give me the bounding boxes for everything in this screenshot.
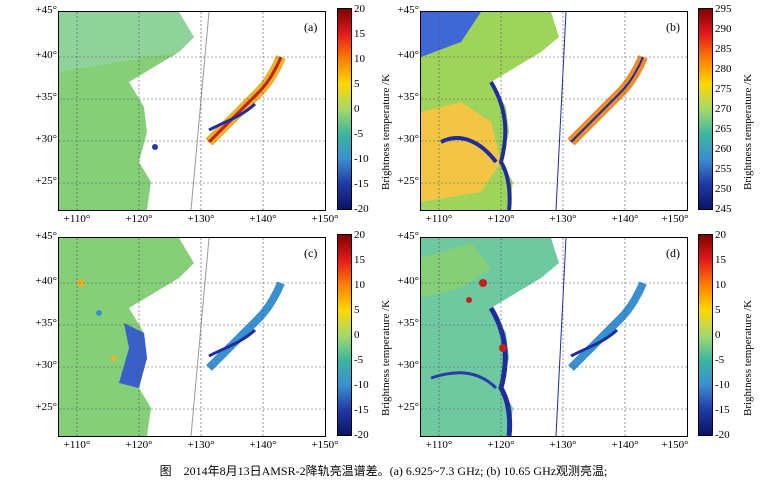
lon-label: +110° bbox=[425, 439, 453, 451]
colorbar-tick: 10 bbox=[354, 279, 365, 291]
map-b bbox=[420, 11, 688, 211]
lon-label: +150° bbox=[311, 439, 339, 451]
panel-d-tag: (d) bbox=[664, 246, 682, 261]
lat-label: +45° bbox=[35, 4, 57, 16]
colorbar-tick: -10 bbox=[354, 153, 369, 165]
lon-label: +120° bbox=[487, 213, 515, 225]
lon-label: +130° bbox=[549, 439, 577, 451]
lon-label: +120° bbox=[125, 439, 153, 451]
colorbar-tick: 10 bbox=[354, 53, 365, 65]
colorbar-tick: 0 bbox=[354, 103, 360, 115]
colorbar-tick: 275 bbox=[715, 83, 732, 95]
colorbar-tick: 260 bbox=[715, 143, 732, 155]
lon-label: +110° bbox=[63, 213, 91, 225]
map-b-layer bbox=[421, 12, 687, 210]
panel-b-tag: (b) bbox=[664, 20, 682, 35]
lat-label: +45° bbox=[397, 230, 419, 242]
lat-label: +40° bbox=[35, 275, 57, 287]
colorbar-tick: 250 bbox=[715, 183, 732, 195]
colorbar-tick: -5 bbox=[715, 354, 725, 366]
figure-caption: 图 2014年8月13日AMSR-2降轨亮温谱差。(a) 6.925~7.3 G… bbox=[159, 464, 608, 478]
lon-label: +130° bbox=[549, 213, 577, 225]
lat-label: +30° bbox=[35, 133, 57, 145]
lat-label: +35° bbox=[35, 317, 57, 329]
colorbar-tick: 20 bbox=[715, 229, 726, 241]
colorbar-tick: 20 bbox=[354, 229, 365, 241]
lon-label: +120° bbox=[487, 439, 515, 451]
colorbar-tick: 5 bbox=[354, 78, 360, 90]
lat-label: +40° bbox=[397, 275, 419, 287]
lon-label: +110° bbox=[63, 439, 91, 451]
lon-label: +110° bbox=[425, 213, 453, 225]
colorbar-label: Brightness temperature /K bbox=[742, 73, 754, 190]
lat-label: +40° bbox=[397, 49, 419, 61]
lat-label: +45° bbox=[397, 4, 419, 16]
lon-label: +130° bbox=[187, 439, 215, 451]
colorbar-tick: 10 bbox=[715, 279, 726, 291]
colorbar-tick: -15 bbox=[715, 404, 730, 416]
lat-label: +30° bbox=[397, 359, 419, 371]
colorbar-tick: 5 bbox=[715, 304, 721, 316]
map-a-layer bbox=[59, 12, 325, 210]
lat-label: +35° bbox=[397, 91, 419, 103]
colorbar-a bbox=[337, 8, 352, 210]
lon-label: +150° bbox=[661, 439, 689, 451]
panel-a-tag: (a) bbox=[302, 20, 320, 35]
lon-label: +130° bbox=[187, 213, 215, 225]
colorbar-tick: 15 bbox=[715, 254, 726, 266]
lat-label: +35° bbox=[397, 317, 419, 329]
lon-label: +140° bbox=[611, 439, 639, 451]
lon-label: +140° bbox=[249, 213, 277, 225]
colorbar-tick: 245 bbox=[715, 203, 732, 215]
colorbar-label: Brightness temperature /K bbox=[742, 299, 754, 416]
colorbar-tick: 0 bbox=[354, 329, 360, 341]
colorbar-tick: 0 bbox=[715, 329, 721, 341]
colorbar-tick: 265 bbox=[715, 123, 732, 135]
lat-label: +25° bbox=[35, 175, 57, 187]
colorbar-tick: 270 bbox=[715, 103, 732, 115]
colorbar-tick: 5 bbox=[354, 304, 360, 316]
colorbar-tick: -20 bbox=[354, 203, 369, 215]
lon-label: +150° bbox=[661, 213, 689, 225]
map-d bbox=[420, 237, 688, 437]
lat-label: +25° bbox=[397, 401, 419, 413]
lat-label: +30° bbox=[35, 359, 57, 371]
colorbar-tick: -5 bbox=[354, 354, 364, 366]
colorbar-tick: 255 bbox=[715, 163, 732, 175]
colorbar-c bbox=[337, 234, 352, 436]
colorbar-tick: 285 bbox=[715, 43, 732, 55]
lon-label: +150° bbox=[311, 213, 339, 225]
lat-label: +25° bbox=[397, 175, 419, 187]
map-c bbox=[58, 237, 326, 437]
colorbar-tick: 280 bbox=[715, 63, 732, 75]
panel-c-tag: (c) bbox=[302, 246, 320, 261]
lat-label: +45° bbox=[35, 230, 57, 242]
colorbar-tick: -15 bbox=[354, 178, 369, 190]
colorbar-tick: -20 bbox=[715, 429, 730, 441]
map-a bbox=[58, 11, 326, 211]
map-d-layer bbox=[421, 238, 687, 436]
colorbar-tick: -20 bbox=[354, 429, 369, 441]
colorbar-tick: 20 bbox=[354, 3, 365, 15]
colorbar-tick: -15 bbox=[354, 404, 369, 416]
lon-label: +140° bbox=[611, 213, 639, 225]
colorbar-b bbox=[698, 8, 713, 210]
colorbar-tick: -5 bbox=[354, 128, 364, 140]
colorbar-tick: 295 bbox=[715, 3, 732, 15]
lat-label: +40° bbox=[35, 49, 57, 61]
lon-label: +140° bbox=[249, 439, 277, 451]
lat-label: +25° bbox=[35, 401, 57, 413]
lat-label: +30° bbox=[397, 133, 419, 145]
colorbar-tick: -10 bbox=[354, 379, 369, 391]
colorbar-tick: 15 bbox=[354, 254, 365, 266]
lon-label: +120° bbox=[125, 213, 153, 225]
colorbar-tick: -10 bbox=[715, 379, 730, 391]
map-c-layer bbox=[59, 238, 325, 436]
lat-label: +35° bbox=[35, 91, 57, 103]
colorbar-d bbox=[698, 234, 713, 436]
colorbar-tick: 290 bbox=[715, 23, 732, 35]
colorbar-tick: 15 bbox=[354, 28, 365, 40]
